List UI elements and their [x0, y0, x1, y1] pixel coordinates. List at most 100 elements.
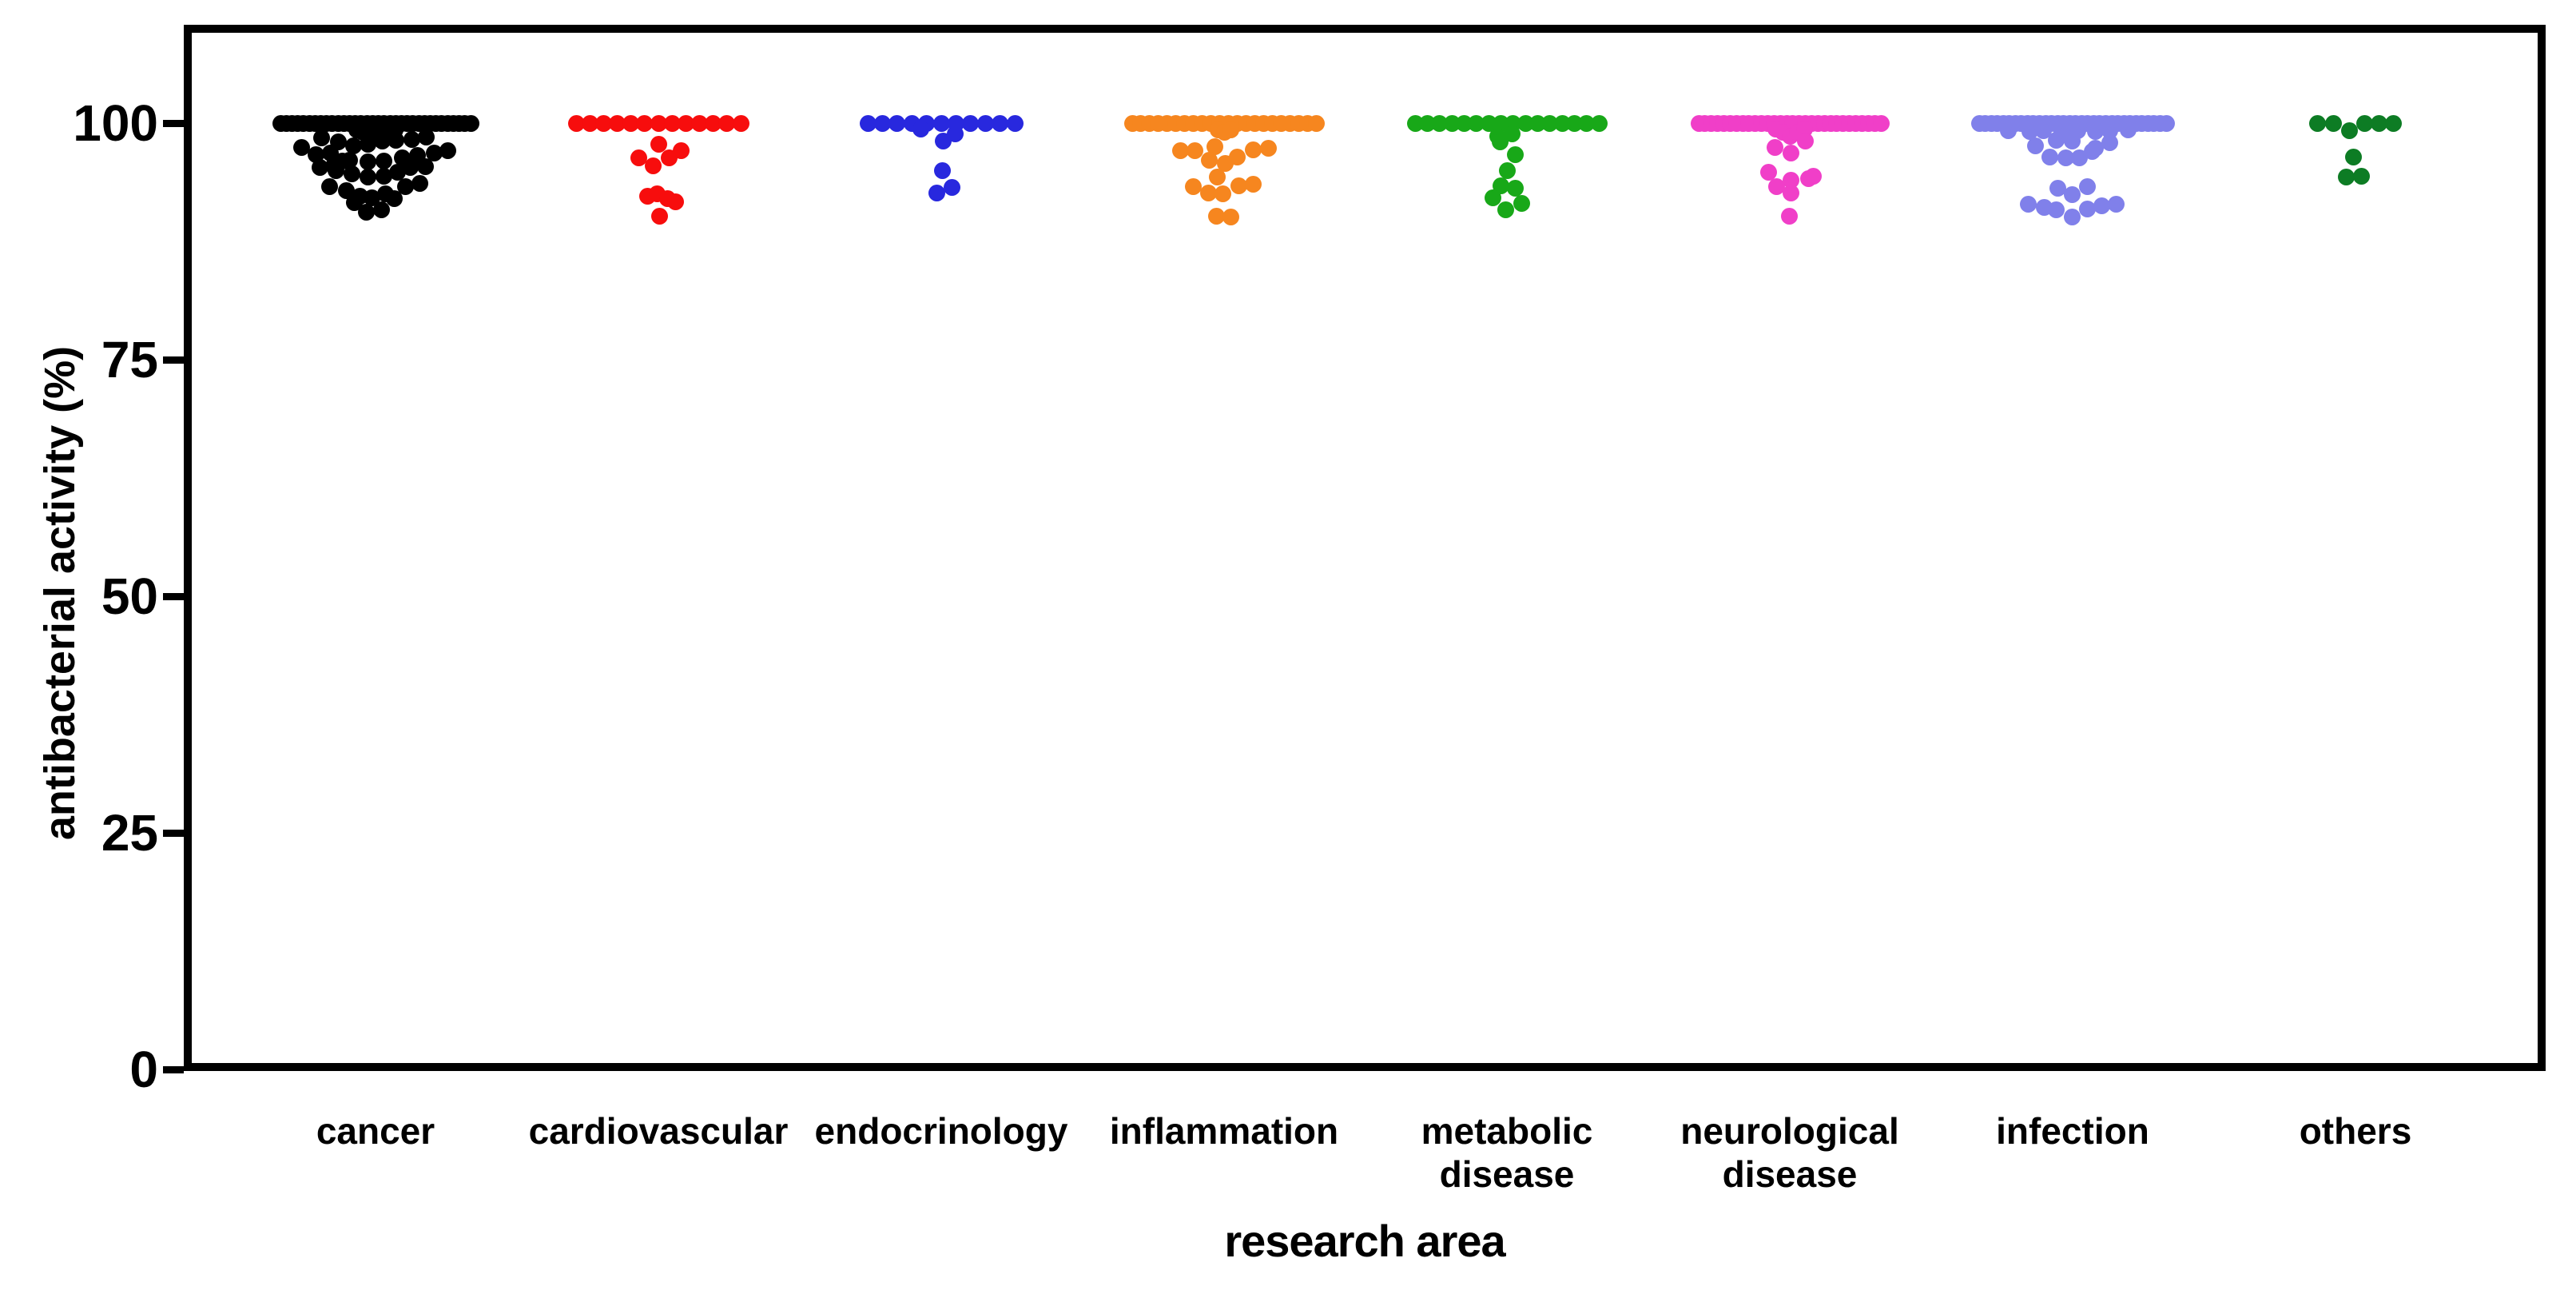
data-point — [396, 177, 414, 195]
data-point — [1431, 114, 1449, 132]
category-label-line: neurological — [1680, 1110, 1899, 1152]
data-point — [1200, 151, 1218, 169]
data-point — [1767, 177, 1785, 195]
data-point — [462, 114, 479, 132]
y-tick-label: 100 — [73, 94, 158, 152]
data-point — [859, 114, 877, 132]
data-point — [1759, 164, 1777, 181]
data-point — [2355, 114, 2373, 132]
data-point — [417, 129, 435, 146]
data-point — [1484, 189, 1501, 207]
data-point — [359, 135, 376, 153]
y-tick-label: 50 — [101, 567, 158, 625]
data-point — [2384, 114, 2402, 132]
data-point — [372, 201, 390, 219]
data-point — [2078, 177, 2096, 195]
category-label-line: infection — [1996, 1110, 2149, 1152]
data-point — [1171, 141, 1189, 159]
data-point — [2107, 196, 2125, 213]
data-point — [1796, 132, 1814, 149]
data-point — [1208, 168, 1226, 185]
category-label-line: disease — [1722, 1153, 1858, 1195]
data-point — [320, 177, 338, 195]
data-point — [1307, 114, 1325, 132]
category-label-line: metabolic — [1421, 1110, 1593, 1152]
data-point — [928, 185, 945, 202]
y-tick-label: 0 — [129, 1041, 158, 1098]
data-point — [2021, 123, 2038, 141]
data-point — [1541, 114, 1559, 132]
data-point — [2034, 121, 2052, 139]
data-point — [2047, 131, 2065, 149]
data-point — [1590, 114, 1608, 132]
data-point — [1199, 185, 1217, 202]
data-point — [888, 114, 906, 132]
data-point — [416, 157, 434, 175]
data-point — [1244, 176, 1262, 193]
data-point — [375, 167, 392, 185]
data-point — [636, 114, 654, 132]
data-point — [1230, 177, 1247, 194]
data-point — [594, 114, 612, 132]
data-point — [2370, 114, 2387, 132]
data-point — [912, 120, 929, 137]
data-point — [732, 114, 749, 132]
data-point — [359, 168, 376, 185]
data-point — [345, 193, 363, 211]
data-point — [387, 131, 404, 149]
y-tick-mark — [163, 592, 184, 600]
data-point — [1804, 167, 1822, 185]
data-point — [2340, 121, 2358, 139]
category-label-line: others — [2299, 1110, 2412, 1152]
y-tick-label: 75 — [101, 331, 158, 388]
x-axis-title: research area — [1224, 1216, 1505, 1266]
data-point — [2070, 149, 2088, 167]
data-point — [2057, 149, 2074, 167]
category-label-inflammation: inflammation — [984, 1109, 1464, 1153]
data-point — [1782, 171, 1799, 189]
data-point — [934, 132, 952, 149]
data-point — [660, 149, 678, 167]
data-point — [1498, 161, 1516, 179]
category-label-line: cardiovascular — [528, 1110, 789, 1152]
category-label-neurological-disease: neurological disease — [1550, 1109, 2029, 1196]
data-point — [344, 137, 362, 154]
data-point — [644, 157, 662, 174]
data-point — [292, 139, 310, 157]
category-label-cancer: cancer — [136, 1109, 615, 1153]
y-tick-mark — [163, 1065, 184, 1073]
y-tick-mark — [163, 356, 184, 364]
data-point — [1782, 185, 1799, 202]
data-point — [630, 149, 647, 167]
data-point — [2063, 208, 2081, 225]
data-point — [718, 114, 736, 132]
data-point — [933, 161, 951, 179]
data-point — [1506, 145, 1524, 163]
data-point — [962, 114, 980, 132]
data-point — [340, 151, 358, 169]
data-point — [705, 114, 722, 132]
data-point — [1228, 149, 1246, 166]
data-point — [327, 161, 344, 179]
data-point — [677, 114, 694, 132]
category-label-line: disease — [1439, 1153, 1575, 1195]
data-point — [992, 114, 1009, 132]
data-point — [1468, 114, 1485, 132]
data-point — [363, 189, 380, 207]
data-point — [2063, 186, 2081, 204]
data-point — [357, 203, 375, 221]
data-point — [1006, 114, 1024, 132]
data-point — [1503, 125, 1521, 142]
data-point — [1780, 207, 1798, 225]
data-point — [1872, 114, 1890, 132]
data-point — [2337, 168, 2355, 185]
data-point — [663, 114, 681, 132]
data-point — [622, 114, 640, 132]
data-point — [359, 153, 376, 171]
data-point — [1207, 207, 1225, 225]
data-point — [425, 145, 443, 162]
data-point — [1513, 195, 1530, 213]
data-point — [2119, 121, 2137, 138]
data-point — [1206, 138, 1223, 156]
data-point — [650, 135, 667, 153]
